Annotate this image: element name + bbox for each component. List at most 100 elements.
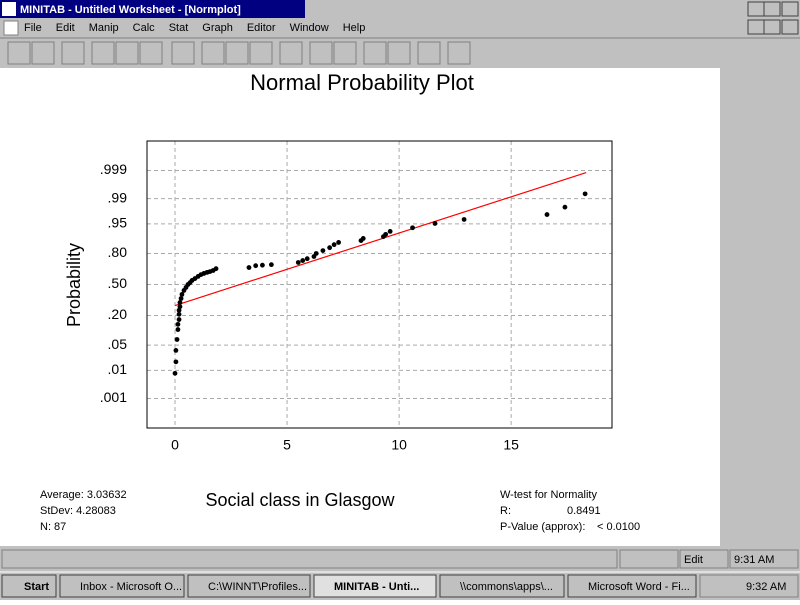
data-point bbox=[175, 321, 181, 327]
menu-item[interactable]: Edit bbox=[56, 22, 75, 34]
task-button[interactable] bbox=[59, 574, 185, 598]
tool-button[interactable] bbox=[201, 41, 225, 65]
data-point bbox=[176, 307, 182, 313]
status-pane bbox=[729, 549, 799, 569]
y-tick-label: .80 bbox=[108, 244, 128, 260]
tool-button[interactable] bbox=[225, 41, 249, 65]
data-point bbox=[176, 311, 182, 317]
data-point bbox=[360, 236, 366, 241]
task-label: C:\WINNT\Profiles... bbox=[208, 581, 307, 593]
tool-button[interactable] bbox=[417, 41, 441, 65]
stat-text: R: bbox=[500, 505, 511, 517]
tool-button[interactable] bbox=[115, 41, 139, 65]
data-point bbox=[176, 317, 182, 322]
task-button[interactable] bbox=[187, 574, 311, 598]
icon-strip bbox=[308, 1, 728, 18]
doc-minimize-button[interactable] bbox=[747, 19, 765, 35]
menu-item[interactable]: Graph bbox=[202, 22, 233, 34]
tool-button[interactable] bbox=[171, 41, 195, 65]
tool-button[interactable] bbox=[61, 41, 85, 65]
data-point bbox=[432, 221, 438, 226]
data-point bbox=[177, 304, 183, 310]
data-point bbox=[177, 300, 183, 305]
data-point bbox=[178, 296, 184, 301]
data-point bbox=[582, 191, 588, 197]
task-button[interactable] bbox=[313, 574, 437, 598]
data-point bbox=[173, 348, 179, 353]
title-bar bbox=[0, 0, 305, 18]
menu-item[interactable]: File bbox=[24, 22, 42, 34]
y-tick-label: .999 bbox=[100, 161, 127, 177]
tool-button[interactable] bbox=[363, 41, 387, 65]
task-button[interactable] bbox=[439, 574, 565, 598]
data-point bbox=[246, 265, 252, 270]
tool-button[interactable] bbox=[333, 41, 357, 65]
data-point bbox=[562, 204, 568, 210]
data-point bbox=[383, 231, 389, 237]
tray-time: 9:32 AM bbox=[746, 581, 786, 593]
y-tick-label: .20 bbox=[108, 306, 128, 322]
tool-button[interactable] bbox=[279, 41, 303, 65]
tool-button[interactable] bbox=[31, 41, 55, 65]
window-title: MINITAB - Untitled Worksheet - [Normplot… bbox=[20, 4, 241, 16]
menu-item[interactable]: Help bbox=[343, 22, 366, 34]
tool-button[interactable] bbox=[7, 41, 31, 65]
tool-button[interactable] bbox=[249, 41, 273, 65]
x-tick-label: 0 bbox=[171, 437, 179, 453]
tool-button[interactable] bbox=[139, 41, 163, 65]
data-point bbox=[331, 242, 337, 248]
stat-text: N: 87 bbox=[40, 521, 66, 533]
task-label: Inbox - Microsoft O... bbox=[80, 581, 182, 593]
graph-window bbox=[0, 68, 720, 546]
data-point bbox=[173, 359, 179, 365]
status-pane bbox=[1, 549, 618, 569]
data-point bbox=[461, 217, 467, 222]
menu-item[interactable]: Manip bbox=[89, 22, 119, 34]
task-button[interactable] bbox=[567, 574, 697, 598]
doc-restore-button[interactable] bbox=[763, 19, 781, 35]
doc-close-button[interactable] bbox=[781, 19, 799, 35]
menu-item[interactable]: Stat bbox=[169, 22, 189, 34]
data-point bbox=[387, 228, 393, 234]
tool-button[interactable] bbox=[447, 41, 471, 65]
data-point bbox=[327, 245, 333, 251]
restore-button[interactable] bbox=[763, 1, 781, 17]
data-point bbox=[253, 263, 259, 269]
data-point bbox=[410, 225, 415, 231]
data-point bbox=[304, 256, 310, 262]
data-point bbox=[295, 260, 301, 265]
stat-text: Average: 3.03632 bbox=[40, 489, 127, 501]
data-point bbox=[172, 370, 178, 376]
menu-item[interactable]: Calc bbox=[133, 22, 156, 34]
menu-item[interactable]: Window bbox=[290, 22, 329, 34]
tray bbox=[699, 574, 799, 598]
data-point bbox=[175, 327, 181, 332]
data-point bbox=[174, 337, 180, 342]
data-point bbox=[260, 262, 265, 268]
task-label: Microsoft Word - Fi... bbox=[588, 581, 690, 593]
tool-button[interactable] bbox=[91, 41, 115, 65]
chart-title: Normal Probability Plot bbox=[250, 70, 474, 95]
y-axis-label: Probability bbox=[64, 243, 84, 327]
start-button[interactable] bbox=[1, 574, 57, 598]
y-tick-label: .50 bbox=[108, 275, 128, 291]
y-tick-label: .95 bbox=[108, 215, 128, 231]
y-tick-label: .01 bbox=[108, 361, 128, 377]
minimize-button[interactable] bbox=[747, 1, 765, 17]
tool-button[interactable] bbox=[309, 41, 333, 65]
close-button[interactable] bbox=[781, 1, 799, 17]
task-label: \\commons\apps\... bbox=[460, 581, 553, 593]
menu-item[interactable]: Editor bbox=[247, 22, 276, 34]
data-point bbox=[544, 212, 550, 217]
status-mode: Edit bbox=[684, 554, 703, 566]
data-point bbox=[320, 248, 326, 254]
taskbar-tasks: Inbox - Microsoft O... C:\WINNT\Profiles.… bbox=[59, 574, 697, 598]
task-label: MINITAB - Unti... bbox=[334, 581, 419, 593]
start-label: Start bbox=[24, 581, 49, 593]
data-point bbox=[213, 266, 219, 272]
toolbar bbox=[7, 41, 471, 65]
doc-icon bbox=[3, 20, 19, 36]
tool-button[interactable] bbox=[387, 41, 411, 65]
plot-frame bbox=[146, 140, 613, 429]
